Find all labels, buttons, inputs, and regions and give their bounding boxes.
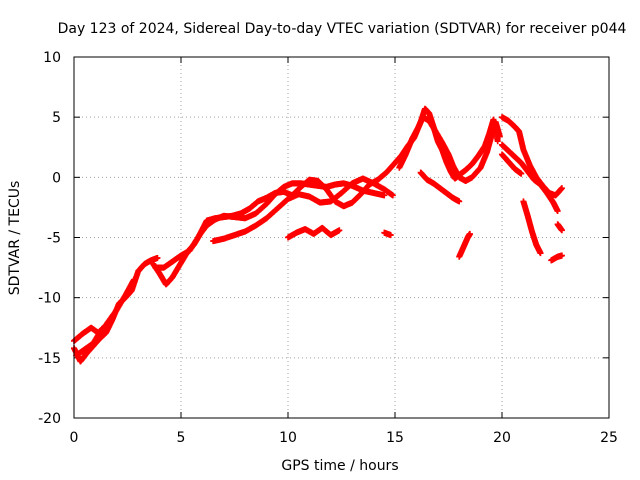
y-tick-label: -15 xyxy=(38,351,61,367)
plot-area-border xyxy=(73,56,610,419)
y-axis-tick-labels: -20 -15 -10 -5 0 5 10 xyxy=(38,50,61,427)
data-point xyxy=(154,254,161,261)
data-track xyxy=(499,114,565,199)
data-track xyxy=(456,230,473,260)
y-tick-label: -5 xyxy=(47,231,61,247)
data-track xyxy=(152,105,501,271)
data-point xyxy=(456,198,463,205)
data-point xyxy=(389,192,396,199)
data-point xyxy=(130,276,137,283)
data-point xyxy=(518,170,525,177)
data-point xyxy=(554,208,561,215)
data-track xyxy=(396,114,503,184)
x-axis-tick-labels: 0 5 10 15 20 25 xyxy=(70,430,618,446)
data-point xyxy=(387,232,394,239)
data-track xyxy=(520,198,544,257)
x-tick-label: 5 xyxy=(177,430,186,446)
data-track xyxy=(499,151,525,177)
y-axis-label: SDTVAR / TECUs xyxy=(7,181,23,296)
data-track xyxy=(381,229,394,239)
data-track xyxy=(499,141,561,215)
data-track xyxy=(285,224,343,241)
data-track xyxy=(417,169,463,205)
data-point xyxy=(558,185,565,192)
data-point xyxy=(558,227,565,234)
x-tick-label: 0 xyxy=(70,430,79,446)
y-tick-label: -10 xyxy=(38,291,61,307)
data-point xyxy=(381,192,388,199)
data-track xyxy=(73,319,114,359)
data-point xyxy=(107,319,114,326)
data-point xyxy=(466,230,473,237)
x-tick-label: 20 xyxy=(493,430,511,446)
data-track xyxy=(554,221,565,234)
data-point xyxy=(558,252,565,259)
y-tick-label: 0 xyxy=(52,170,61,186)
chart-title: Day 123 of 2024, Sidereal Day-to-day VTE… xyxy=(58,21,627,37)
data-track xyxy=(548,252,565,264)
x-axis-label: GPS time / hours xyxy=(281,458,398,474)
data-track xyxy=(210,175,396,245)
data-point xyxy=(496,133,503,140)
data-point xyxy=(336,227,343,234)
y-tick-label: -20 xyxy=(38,411,61,427)
x-tick-label: 15 xyxy=(386,430,404,446)
data-point xyxy=(537,250,544,257)
y-tick-label: 5 xyxy=(52,110,61,126)
x-tick-label: 10 xyxy=(279,430,297,446)
data-points xyxy=(71,105,565,365)
data-point xyxy=(494,138,501,145)
y-tick-label: 10 xyxy=(43,50,61,66)
x-tick-label: 25 xyxy=(600,430,618,446)
